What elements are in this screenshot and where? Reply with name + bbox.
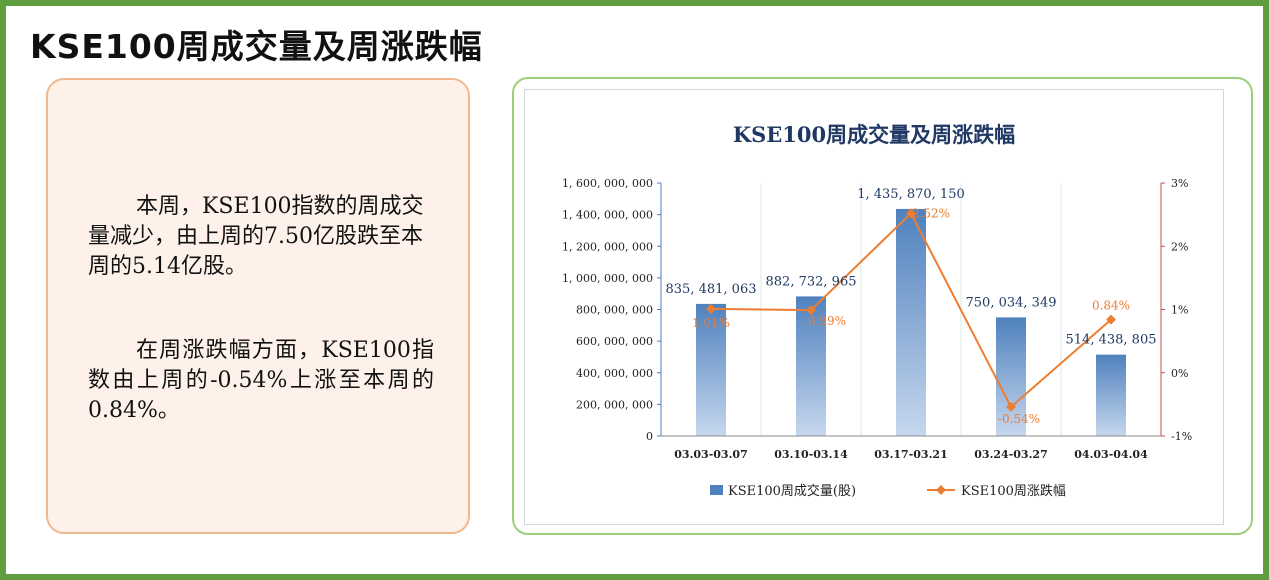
right-axis-tick-label: -1% (1171, 430, 1192, 443)
volume-bar (696, 303, 726, 436)
legend-change-marker (936, 485, 946, 495)
summary-paragraph-change: 在周涨跌幅方面，KSE100指数由上周的-0.54%上涨至本周的0.84%。 (88, 338, 434, 423)
right-axis-tick-label: 1% (1171, 304, 1188, 317)
x-axis-tick-label: 03.17-03.21 (874, 448, 947, 461)
x-axis-tick-label: 04.03-04.04 (1074, 448, 1148, 461)
combo-chart: KSE100周成交量及周涨跌幅 0 200, 000, 000 400, 000, … (562, 122, 1192, 499)
change-data-label: -0.54% (998, 412, 1040, 426)
volume-data-label: 750, 034, 349 (966, 295, 1057, 310)
legend-change-label: KSE100周涨跌幅 (961, 483, 1066, 499)
left-axis-tick-label: 1, 200, 000, 000 (562, 240, 653, 253)
left-axis-tick-label: 600, 000, 000 (576, 335, 653, 348)
data-labels: 835, 481, 063 882, 732, 965 1, 435, 870, 1… (666, 187, 1157, 426)
chart-title: KSE100周成交量及周涨跌幅 (733, 122, 1015, 147)
x-axis-tick-label: 03.24-03.27 (974, 448, 1047, 461)
change-data-label: 0.99% (808, 314, 846, 328)
left-axis-tick-label: 1, 000, 000, 000 (562, 272, 653, 285)
right-axis-tick-label: 2% (1171, 240, 1188, 253)
volume-bar (896, 208, 926, 436)
chart-panel: KSE100周成交量及周涨跌幅 0 200, 000, 000 400, 000, … (512, 77, 1253, 535)
legend-volume-swatch (710, 485, 723, 495)
change-point (906, 208, 916, 219)
left-axis-tick-label: 400, 000, 000 (576, 367, 653, 380)
right-axis-tick-label: 0% (1171, 367, 1188, 380)
change-data-label: 0.84% (1092, 299, 1130, 313)
left-axis-tick-label: 0 (646, 430, 653, 443)
left-axis-tick-label: 200, 000, 000 (576, 398, 653, 411)
x-axis-tick-label: 03.10-03.14 (774, 448, 848, 461)
volume-data-label: 835, 481, 063 (666, 282, 757, 297)
chart-container: KSE100周成交量及周涨跌幅 0 200, 000, 000 400, 000, … (524, 89, 1224, 525)
volume-bar (996, 317, 1026, 436)
volume-bar (1096, 354, 1126, 436)
change-data-label: 2.52% (912, 206, 950, 220)
summary-panel: 本周，KSE100指数的周成交量减少，由上周的7.50亿股跌至本周的5.14亿股… (46, 78, 470, 534)
right-axis-tick-label: 3% (1171, 177, 1188, 190)
change-data-label: 1.01% (692, 316, 730, 330)
change-point (1106, 314, 1116, 325)
change-point (1006, 401, 1016, 412)
line-series (706, 208, 1116, 412)
left-axis-tick-label: 800, 000, 000 (576, 304, 653, 317)
volume-bar (796, 296, 826, 436)
volume-data-label: 882, 732, 965 (766, 274, 857, 289)
axes: 0 200, 000, 000 400, 000, 000 600, 000, 000… (562, 177, 1192, 461)
legend: KSE100周成交量(股) KSE100周涨跌幅 (710, 483, 1066, 499)
bars (696, 208, 1126, 436)
left-axis-tick-label: 1, 600, 000, 000 (562, 177, 653, 190)
volume-data-label: 1, 435, 870, 150 (857, 187, 965, 202)
x-axis-tick-label: 03.03-03.07 (674, 448, 747, 461)
change-point (806, 305, 816, 316)
left-axis-tick-label: 1, 400, 000, 000 (562, 209, 653, 222)
change-point (706, 303, 716, 314)
summary-paragraph-volume: 本周，KSE100指数的周成交量减少，由上周的7.50亿股跌至本周的5.14亿股… (88, 194, 424, 279)
volume-data-label: 514, 438, 805 (1066, 333, 1157, 348)
page-title: KSE100周成交量及周涨跌幅 (30, 27, 483, 66)
legend-volume-label: KSE100周成交量(股) (728, 483, 856, 499)
